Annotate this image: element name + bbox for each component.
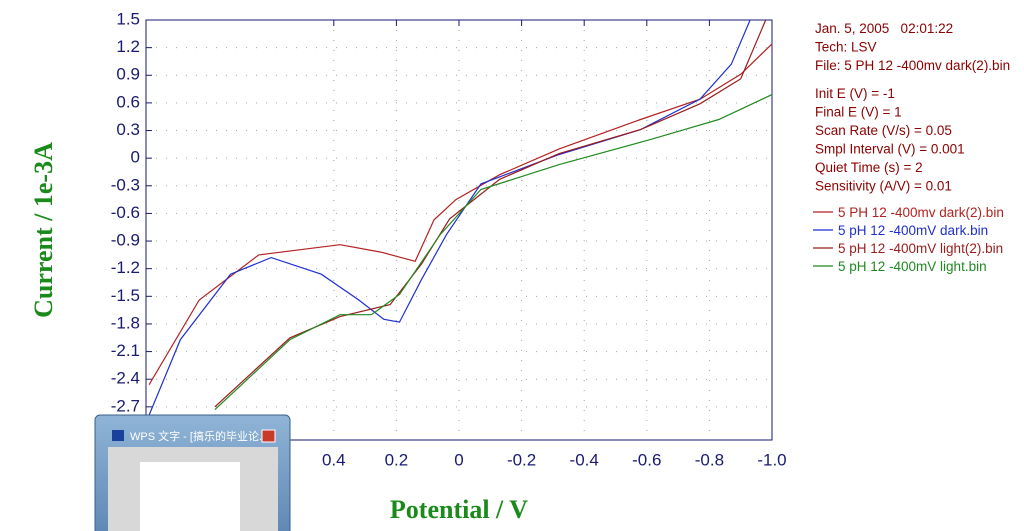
preview-page <box>140 462 240 531</box>
y-tick-label: 0.6 <box>116 92 140 111</box>
y-tick-label: 0.3 <box>116 120 140 139</box>
close-button[interactable] <box>261 429 276 443</box>
taskbar-preview[interactable]: WPS 文字 - [搞乐的毕业论... <box>94 414 291 531</box>
legend-label: 5 PH 12 -400mv dark(2).bin <box>838 205 1004 220</box>
y-tick-label: -0.6 <box>111 203 140 222</box>
series-line <box>214 20 767 408</box>
y-tick-label: -2.1 <box>111 341 140 360</box>
y-tick-label: -2.4 <box>111 369 140 388</box>
y-tick-label: 0 <box>131 148 140 167</box>
y-tick-label: -1.8 <box>111 313 140 332</box>
info-line: File: 5 PH 12 -400mv dark(2).bin <box>815 58 1010 73</box>
legend-label: 5 pH 12 -400mV dark.bin <box>838 223 988 238</box>
x-axis-label: Potential / V <box>390 495 528 524</box>
series-line <box>148 20 751 416</box>
y-axis-label: Current / 1e-3A <box>29 142 58 318</box>
info-line: Sensitivity (A/V) = 0.01 <box>815 179 952 194</box>
x-tick-label: -0.4 <box>570 450 599 469</box>
info-line: Jan. 5, 2005 02:01:22 <box>815 21 953 36</box>
legend-label: 5 pH 12 -400mV light(2).bin <box>838 241 1003 256</box>
info-line: Final E (V) = 1 <box>815 105 902 120</box>
info-line: Init E (V) = -1 <box>815 86 895 101</box>
y-tick-label: 1.5 <box>116 9 140 28</box>
legend-label: 5 pH 12 -400mV light.bin <box>838 259 987 274</box>
plot-frame <box>145 19 773 441</box>
x-tick-label: -0.2 <box>507 450 536 469</box>
info-line: Scan Rate (V/s) = 0.05 <box>815 123 952 138</box>
series-line <box>148 43 772 386</box>
info-line: Quiet Time (s) = 2 <box>815 160 923 175</box>
x-tick-label: 0.2 <box>385 450 409 469</box>
app-icon <box>112 430 124 441</box>
y-tick-label: -2.7 <box>111 396 140 415</box>
preview-title: WPS 文字 - [搞乐的毕业论... <box>130 429 268 443</box>
info-line: Tech: LSV <box>815 40 877 55</box>
y-tick-label: -1.2 <box>111 258 140 277</box>
y-tick-label: 1.2 <box>116 37 140 56</box>
x-tick-label: -0.6 <box>632 450 661 469</box>
series-line <box>214 94 772 411</box>
y-tick-label: 0.9 <box>116 65 140 84</box>
x-tick-label: -0.8 <box>695 450 724 469</box>
x-tick-label: 0.4 <box>322 450 346 469</box>
y-tick-label: -0.3 <box>111 175 140 194</box>
x-tick-label: 0 <box>454 450 463 469</box>
info-line: Smpl Interval (V) = 0.001 <box>815 142 965 157</box>
x-tick-label: -1.0 <box>757 450 786 469</box>
y-tick-label: -0.9 <box>111 231 140 250</box>
y-tick-label: -1.5 <box>111 286 140 305</box>
